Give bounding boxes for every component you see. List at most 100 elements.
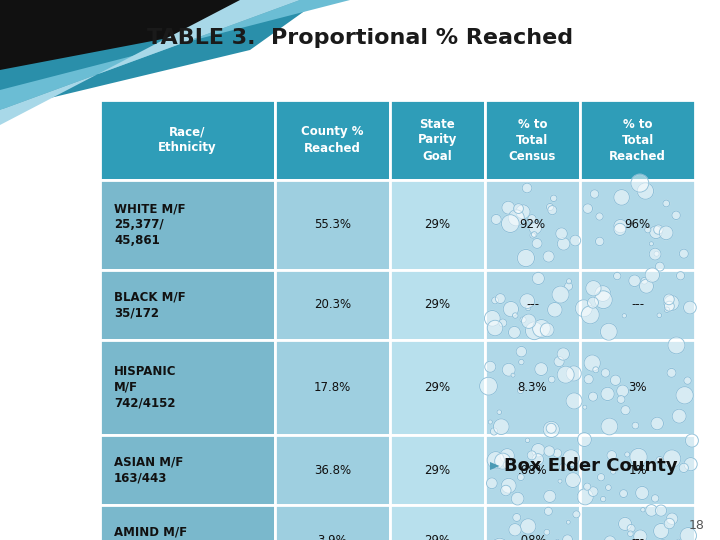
Circle shape <box>668 337 685 354</box>
Circle shape <box>625 452 630 457</box>
Circle shape <box>485 361 496 372</box>
Bar <box>485 270 580 340</box>
Circle shape <box>520 316 526 323</box>
Circle shape <box>518 474 524 481</box>
Circle shape <box>491 214 501 225</box>
Circle shape <box>684 377 691 384</box>
Circle shape <box>601 369 610 377</box>
Circle shape <box>634 530 647 540</box>
Circle shape <box>601 418 618 435</box>
Text: 17.8%: 17.8% <box>314 381 351 394</box>
Circle shape <box>508 326 521 339</box>
Circle shape <box>627 524 635 532</box>
Text: 92%: 92% <box>519 219 546 232</box>
Circle shape <box>566 366 581 381</box>
Circle shape <box>637 183 654 199</box>
Circle shape <box>546 423 557 433</box>
Bar <box>485 180 580 270</box>
Circle shape <box>487 478 498 489</box>
Circle shape <box>649 226 662 239</box>
Circle shape <box>532 239 542 248</box>
Circle shape <box>676 539 680 540</box>
Circle shape <box>543 251 554 262</box>
Circle shape <box>555 539 559 540</box>
Circle shape <box>529 221 541 234</box>
Circle shape <box>577 433 591 447</box>
Circle shape <box>526 438 530 443</box>
Circle shape <box>581 306 599 324</box>
Circle shape <box>544 446 554 456</box>
Circle shape <box>664 295 679 310</box>
Bar <box>485 505 580 540</box>
Circle shape <box>590 190 599 198</box>
Circle shape <box>562 450 580 467</box>
Text: ---: --- <box>526 299 539 312</box>
Text: 55.3%: 55.3% <box>314 219 351 232</box>
Circle shape <box>595 213 603 220</box>
Bar <box>100 340 275 435</box>
Circle shape <box>528 214 536 223</box>
Circle shape <box>631 174 649 192</box>
Circle shape <box>620 490 628 497</box>
Circle shape <box>588 297 598 308</box>
Bar <box>580 435 695 505</box>
Bar <box>485 100 580 180</box>
Circle shape <box>511 373 515 377</box>
Circle shape <box>679 463 688 472</box>
Circle shape <box>685 434 698 447</box>
Bar <box>390 100 485 180</box>
Circle shape <box>570 235 580 246</box>
Circle shape <box>518 359 524 365</box>
Text: 29%: 29% <box>424 381 451 394</box>
Circle shape <box>549 376 555 383</box>
Bar <box>390 180 485 270</box>
Circle shape <box>584 483 591 490</box>
Circle shape <box>614 190 629 205</box>
Circle shape <box>621 406 630 415</box>
Text: 20.3%: 20.3% <box>314 299 351 312</box>
Circle shape <box>557 238 570 250</box>
Circle shape <box>676 387 693 404</box>
Text: 3%: 3% <box>629 381 647 394</box>
Circle shape <box>641 278 648 284</box>
Circle shape <box>493 419 509 435</box>
Circle shape <box>485 310 500 326</box>
Circle shape <box>664 307 670 313</box>
Text: TABLE 3.  Proportional % Reached: TABLE 3. Proportional % Reached <box>147 28 573 48</box>
Circle shape <box>630 448 647 465</box>
Bar <box>580 270 695 340</box>
Circle shape <box>593 367 599 373</box>
Circle shape <box>487 451 505 469</box>
Text: .08%: .08% <box>518 463 547 476</box>
Circle shape <box>622 314 626 318</box>
Circle shape <box>531 443 545 457</box>
Circle shape <box>606 484 611 490</box>
Circle shape <box>651 417 663 430</box>
Circle shape <box>501 215 519 233</box>
Circle shape <box>487 320 503 336</box>
Circle shape <box>664 294 674 305</box>
Circle shape <box>607 450 616 460</box>
Bar <box>100 100 275 180</box>
Circle shape <box>522 183 532 193</box>
Circle shape <box>490 428 498 435</box>
Text: 96%: 96% <box>624 219 651 232</box>
Bar <box>390 435 485 505</box>
Circle shape <box>492 297 498 304</box>
Bar <box>100 435 275 505</box>
Circle shape <box>567 520 570 524</box>
Circle shape <box>544 507 552 515</box>
Bar <box>100 270 275 340</box>
Bar <box>275 435 390 505</box>
Circle shape <box>526 306 531 310</box>
Circle shape <box>554 356 564 367</box>
Circle shape <box>660 226 673 240</box>
Circle shape <box>628 531 634 537</box>
Circle shape <box>616 385 629 397</box>
Text: 8.3%: 8.3% <box>518 381 547 394</box>
Text: County %
Reached: County % Reached <box>301 125 364 154</box>
Polygon shape <box>490 462 500 470</box>
Circle shape <box>521 314 536 328</box>
Circle shape <box>543 421 559 437</box>
Circle shape <box>632 422 639 429</box>
